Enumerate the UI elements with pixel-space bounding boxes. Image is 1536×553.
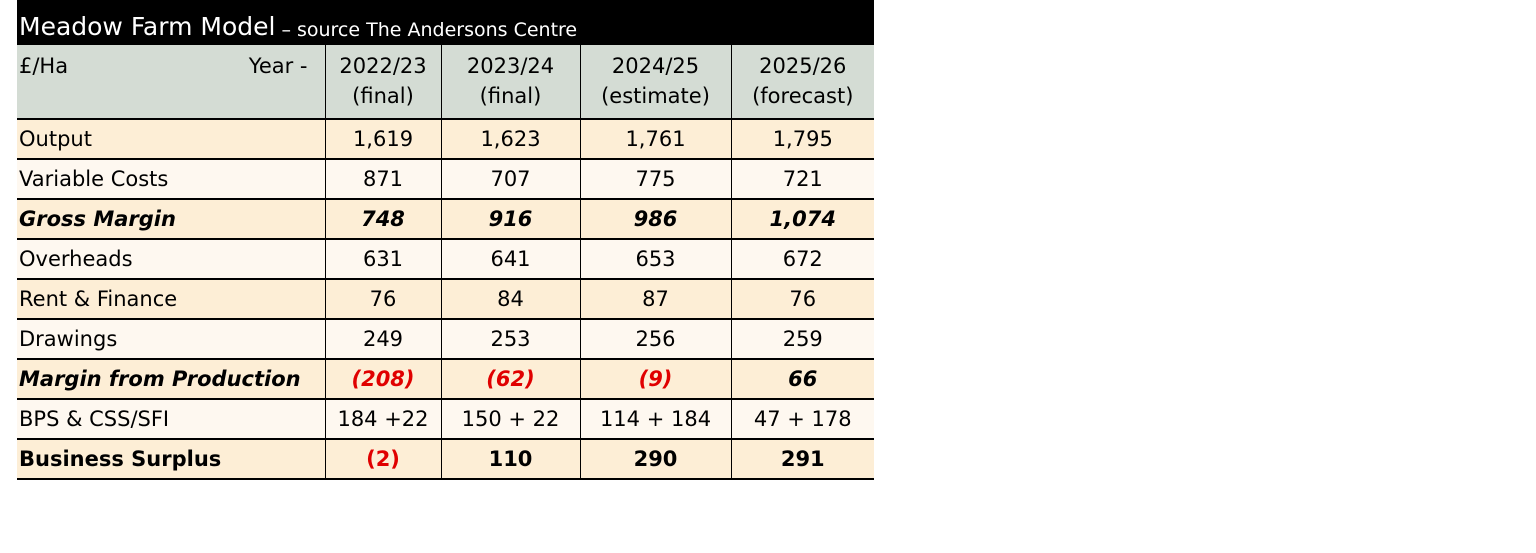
row-business-surplus: Business Surplus (2) 110 290 291	[17, 439, 874, 479]
data-table: £/Ha Year - 2022/23 (final) 2023/24 (fin…	[17, 45, 874, 480]
value-cell: 1,074	[730, 199, 874, 239]
column-year: 2023/24	[466, 54, 555, 78]
value-cell: 871	[324, 159, 441, 199]
header-row: £/Ha Year - 2022/23 (final) 2023/24 (fin…	[17, 45, 874, 119]
year-label: Year -	[248, 54, 308, 78]
value-cell: 672	[730, 239, 874, 279]
value-cell: 259	[730, 319, 874, 359]
value-cell: 916	[440, 199, 580, 239]
row-bps-css-sfi: BPS & CSS/SFI 184 +22 150 + 22 114 + 184…	[17, 399, 874, 439]
column-header: 2024/25 (estimate)	[579, 45, 731, 119]
unit-label: £/Ha	[19, 54, 69, 78]
column-header: 2023/24 (final)	[440, 45, 580, 119]
value-cell: 84	[440, 279, 580, 319]
row-label: Variable Costs	[19, 167, 169, 191]
value-cell: 1,795	[730, 119, 874, 159]
value-cell: 47 + 178	[730, 399, 874, 439]
value-cell: 291	[730, 439, 874, 479]
value-cell: 641	[440, 239, 580, 279]
value-cell: 249	[324, 319, 441, 359]
column-header: 2025/26 (forecast)	[730, 45, 874, 119]
value-cell: 653	[579, 239, 731, 279]
column-status: (forecast)	[752, 84, 854, 108]
value-cell: 66	[730, 359, 874, 399]
row-drawings: Drawings 249 253 256 259	[17, 319, 874, 359]
row-overheads: Overheads 631 641 653 672	[17, 239, 874, 279]
value-cell: 707	[440, 159, 580, 199]
row-gross-margin: Gross Margin 748 916 986 1,074	[17, 199, 874, 239]
column-year: 2022/23	[339, 54, 427, 78]
column-year: 2024/25	[611, 54, 700, 78]
row-label: Gross Margin	[19, 207, 176, 231]
table-title: Meadow Farm Model	[19, 12, 276, 41]
value-cell: 775	[579, 159, 731, 199]
column-status: (final)	[352, 84, 414, 108]
column-status: (final)	[479, 84, 542, 108]
value-cell: 253	[440, 319, 580, 359]
value-cell-negative: (62)	[440, 359, 580, 399]
value-cell: 290	[579, 439, 731, 479]
value-cell: 76	[730, 279, 874, 319]
row-label: Drawings	[19, 327, 118, 351]
value-cell: 1,619	[324, 119, 441, 159]
table-source: – source The Andersons Centre	[281, 19, 578, 41]
row-label: Rent & Finance	[19, 287, 178, 311]
value-cell-negative: (2)	[324, 439, 441, 479]
value-cell-negative: (208)	[324, 359, 441, 399]
value-cell: 110	[440, 439, 580, 479]
value-cell: 150 + 22	[440, 399, 580, 439]
value-cell: 256	[579, 319, 731, 359]
row-rent-finance: Rent & Finance 76 84 87 76	[17, 279, 874, 319]
value-cell: 114 + 184	[579, 399, 731, 439]
header-label-cell: £/Ha Year -	[17, 45, 325, 119]
value-cell: 748	[324, 199, 441, 239]
value-cell: 631	[324, 239, 441, 279]
row-output: Output 1,619 1,623 1,761 1,795	[17, 119, 874, 159]
row-label: Margin from Production	[19, 367, 301, 391]
row-margin-from-production: Margin from Production (208) (62) (9) 66	[17, 359, 874, 399]
column-status: (estimate)	[601, 84, 710, 108]
value-cell: 986	[579, 199, 731, 239]
value-cell-negative: (9)	[579, 359, 731, 399]
row-label: BPS & CSS/SFI	[19, 407, 170, 431]
value-cell: 721	[730, 159, 874, 199]
farm-model-table: Meadow Farm Model – source The Andersons…	[17, 0, 874, 480]
row-label: Business Surplus	[19, 447, 222, 471]
row-label: Overheads	[19, 247, 133, 271]
row-label: Output	[19, 127, 92, 151]
value-cell: 1,761	[579, 119, 731, 159]
table-title-bar: Meadow Farm Model – source The Andersons…	[17, 0, 874, 45]
column-year: 2025/26	[759, 54, 847, 78]
row-variable-costs: Variable Costs 871 707 775 721	[17, 159, 874, 199]
value-cell: 184 +22	[324, 399, 441, 439]
value-cell: 1,623	[440, 119, 580, 159]
value-cell: 87	[579, 279, 731, 319]
column-header: 2022/23 (final)	[324, 45, 441, 119]
value-cell: 76	[324, 279, 441, 319]
